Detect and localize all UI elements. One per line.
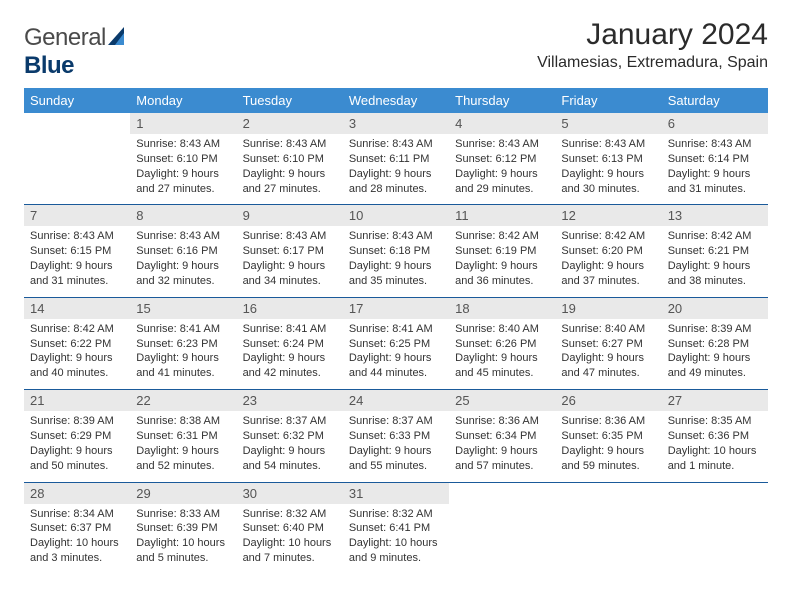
- day-info: Sunrise: 8:43 AMSunset: 6:10 PMDaylight:…: [237, 134, 343, 205]
- day-number: 13: [662, 205, 768, 227]
- day-number: 22: [130, 390, 236, 412]
- day-number: 17: [343, 297, 449, 319]
- day-info: Sunrise: 8:42 AMSunset: 6:19 PMDaylight:…: [449, 226, 555, 297]
- day-number: 6: [662, 113, 768, 134]
- day-info: Sunrise: 8:36 AMSunset: 6:34 PMDaylight:…: [449, 411, 555, 482]
- day-info: Sunrise: 8:42 AMSunset: 6:20 PMDaylight:…: [555, 226, 661, 297]
- day-info: Sunrise: 8:42 AMSunset: 6:22 PMDaylight:…: [24, 319, 130, 390]
- day-number: 15: [130, 297, 236, 319]
- daynum-row: 28293031: [24, 482, 768, 504]
- day-number: 5: [555, 113, 661, 134]
- day-number: 18: [449, 297, 555, 319]
- day-info: [24, 134, 130, 205]
- day-info: Sunrise: 8:43 AMSunset: 6:14 PMDaylight:…: [662, 134, 768, 205]
- logo-text: GeneralBlue: [24, 24, 128, 80]
- day-header: Saturday: [662, 88, 768, 113]
- calendar-header: SundayMondayTuesdayWednesdayThursdayFrid…: [24, 88, 768, 113]
- month-title: January 2024: [537, 18, 768, 52]
- info-row: Sunrise: 8:39 AMSunset: 6:29 PMDaylight:…: [24, 411, 768, 482]
- day-info: Sunrise: 8:43 AMSunset: 6:12 PMDaylight:…: [449, 134, 555, 205]
- day-number: 30: [237, 482, 343, 504]
- day-header: Sunday: [24, 88, 130, 113]
- day-number: 11: [449, 205, 555, 227]
- day-header: Wednesday: [343, 88, 449, 113]
- day-number: [449, 482, 555, 504]
- day-info: Sunrise: 8:37 AMSunset: 6:33 PMDaylight:…: [343, 411, 449, 482]
- day-info: Sunrise: 8:43 AMSunset: 6:16 PMDaylight:…: [130, 226, 236, 297]
- logo-word2: Blue: [24, 52, 74, 79]
- day-number: 23: [237, 390, 343, 412]
- calendar: SundayMondayTuesdayWednesdayThursdayFrid…: [24, 88, 768, 574]
- day-number: [24, 113, 130, 134]
- day-info: Sunrise: 8:41 AMSunset: 6:25 PMDaylight:…: [343, 319, 449, 390]
- day-info: Sunrise: 8:32 AMSunset: 6:40 PMDaylight:…: [237, 504, 343, 574]
- day-number: [662, 482, 768, 504]
- day-info: Sunrise: 8:32 AMSunset: 6:41 PMDaylight:…: [343, 504, 449, 574]
- day-info: Sunrise: 8:43 AMSunset: 6:17 PMDaylight:…: [237, 226, 343, 297]
- title-block: January 2024 Villamesias, Extremadura, S…: [537, 18, 768, 72]
- day-number: 10: [343, 205, 449, 227]
- day-number: 26: [555, 390, 661, 412]
- day-info: Sunrise: 8:43 AMSunset: 6:10 PMDaylight:…: [130, 134, 236, 205]
- day-info: Sunrise: 8:43 AMSunset: 6:11 PMDaylight:…: [343, 134, 449, 205]
- day-info: Sunrise: 8:35 AMSunset: 6:36 PMDaylight:…: [662, 411, 768, 482]
- day-number: 21: [24, 390, 130, 412]
- day-header: Friday: [555, 88, 661, 113]
- day-info: Sunrise: 8:41 AMSunset: 6:23 PMDaylight:…: [130, 319, 236, 390]
- day-number: 31: [343, 482, 449, 504]
- day-info: Sunrise: 8:43 AMSunset: 6:15 PMDaylight:…: [24, 226, 130, 297]
- day-number: 20: [662, 297, 768, 319]
- day-number: 7: [24, 205, 130, 227]
- day-info: Sunrise: 8:40 AMSunset: 6:27 PMDaylight:…: [555, 319, 661, 390]
- day-number: 29: [130, 482, 236, 504]
- day-number: 2: [237, 113, 343, 134]
- day-info: Sunrise: 8:37 AMSunset: 6:32 PMDaylight:…: [237, 411, 343, 482]
- day-info: Sunrise: 8:38 AMSunset: 6:31 PMDaylight:…: [130, 411, 236, 482]
- logo: GeneralBlue: [24, 24, 128, 80]
- day-header: Monday: [130, 88, 236, 113]
- info-row: Sunrise: 8:42 AMSunset: 6:22 PMDaylight:…: [24, 319, 768, 390]
- day-info: Sunrise: 8:39 AMSunset: 6:28 PMDaylight:…: [662, 319, 768, 390]
- day-number: 24: [343, 390, 449, 412]
- logo-word1: General: [24, 24, 106, 51]
- day-info: Sunrise: 8:39 AMSunset: 6:29 PMDaylight:…: [24, 411, 130, 482]
- day-number: 12: [555, 205, 661, 227]
- day-number: 1: [130, 113, 236, 134]
- day-info: [662, 504, 768, 574]
- day-number: 25: [449, 390, 555, 412]
- day-number: 28: [24, 482, 130, 504]
- day-info: Sunrise: 8:40 AMSunset: 6:26 PMDaylight:…: [449, 319, 555, 390]
- info-row: Sunrise: 8:43 AMSunset: 6:15 PMDaylight:…: [24, 226, 768, 297]
- day-info: Sunrise: 8:41 AMSunset: 6:24 PMDaylight:…: [237, 319, 343, 390]
- daynum-row: 123456: [24, 113, 768, 134]
- day-number: 27: [662, 390, 768, 412]
- day-header: Thursday: [449, 88, 555, 113]
- day-info: [449, 504, 555, 574]
- header: GeneralBlue January 2024 Villamesias, Ex…: [24, 18, 768, 80]
- info-row: Sunrise: 8:34 AMSunset: 6:37 PMDaylight:…: [24, 504, 768, 574]
- day-number: 9: [237, 205, 343, 227]
- day-info: Sunrise: 8:42 AMSunset: 6:21 PMDaylight:…: [662, 226, 768, 297]
- day-number: 14: [24, 297, 130, 319]
- day-number: 4: [449, 113, 555, 134]
- day-info: Sunrise: 8:43 AMSunset: 6:18 PMDaylight:…: [343, 226, 449, 297]
- day-info: [555, 504, 661, 574]
- day-info: Sunrise: 8:43 AMSunset: 6:13 PMDaylight:…: [555, 134, 661, 205]
- daynum-row: 78910111213: [24, 205, 768, 227]
- daynum-row: 21222324252627: [24, 390, 768, 412]
- day-info: Sunrise: 8:34 AMSunset: 6:37 PMDaylight:…: [24, 504, 130, 574]
- location: Villamesias, Extremadura, Spain: [537, 54, 768, 72]
- day-number: [555, 482, 661, 504]
- info-row: Sunrise: 8:43 AMSunset: 6:10 PMDaylight:…: [24, 134, 768, 205]
- day-number: 19: [555, 297, 661, 319]
- day-info: Sunrise: 8:36 AMSunset: 6:35 PMDaylight:…: [555, 411, 661, 482]
- day-info: Sunrise: 8:33 AMSunset: 6:39 PMDaylight:…: [130, 504, 236, 574]
- sail-icon: [108, 24, 128, 52]
- day-number: 16: [237, 297, 343, 319]
- daynum-row: 14151617181920: [24, 297, 768, 319]
- day-number: 3: [343, 113, 449, 134]
- calendar-body: 123456 Sunrise: 8:43 AMSunset: 6:10 PMDa…: [24, 113, 768, 574]
- day-number: 8: [130, 205, 236, 227]
- day-header: Tuesday: [237, 88, 343, 113]
